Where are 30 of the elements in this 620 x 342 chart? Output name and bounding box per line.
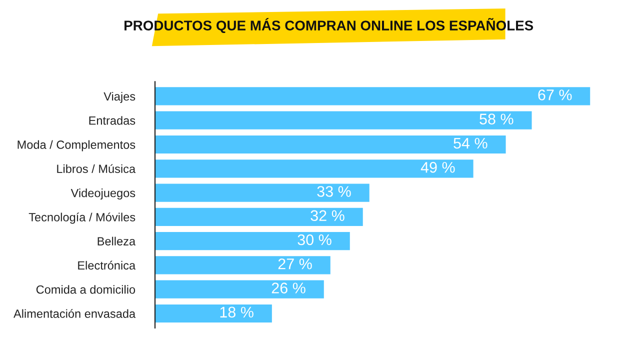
y-tick-label: Viajes	[104, 92, 136, 103]
data-label: 30 %	[298, 234, 332, 246]
y-tick-label: Belleza	[98, 236, 136, 246]
y-tick-label: Videojuegos	[70, 188, 136, 200]
y-tick-label: Tecnología / Móviles	[28, 212, 136, 224]
y-tick-label: Alimentación envasada	[14, 309, 136, 318]
data-label: 58 %	[480, 114, 514, 124]
data-label: 67 %	[538, 90, 572, 100]
data-label: 33 %	[317, 186, 351, 197]
data-label: 26 %	[272, 282, 306, 294]
bar	[155, 160, 474, 178]
bar	[155, 135, 506, 154]
data-label: 27 %	[278, 258, 312, 270]
data-label: 32 %	[310, 210, 344, 222]
y-tick-label: Moda / Complementos	[18, 140, 136, 152]
y-tick-label: Libros / Música	[57, 164, 136, 174]
data-label: 49 %	[420, 162, 455, 173]
bar	[155, 184, 370, 202]
data-label: 54 %	[454, 138, 488, 149]
bar	[155, 304, 272, 323]
y-tick-label: Comida a domicilio	[36, 285, 136, 294]
bar	[155, 256, 330, 274]
bar	[155, 232, 350, 250]
data-label: 18 %	[220, 306, 254, 318]
y-tick-label: Entradas	[89, 116, 136, 125]
bar	[155, 87, 590, 106]
y-tick-label: Electrónica	[78, 260, 136, 270]
bar	[155, 208, 363, 226]
bar	[155, 280, 324, 298]
bar	[155, 111, 532, 130]
